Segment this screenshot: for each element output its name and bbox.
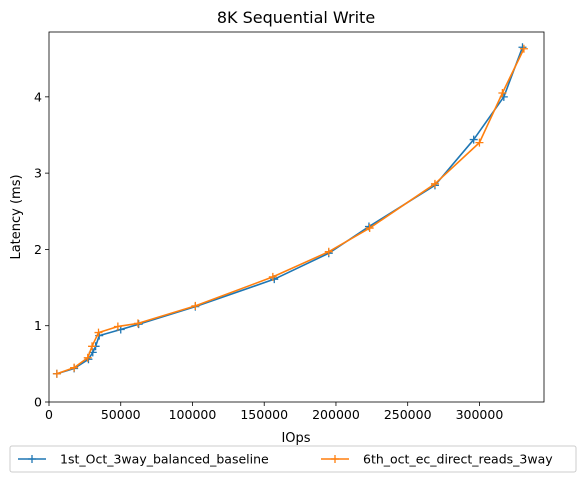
x-axis: 0 50000 100000 150000 200000 250000 300000 bbox=[45, 402, 503, 422]
data-point bbox=[498, 89, 507, 98]
data-point bbox=[94, 328, 103, 337]
x-tick-label: 300000 bbox=[456, 407, 504, 422]
series-2 bbox=[52, 44, 528, 378]
data-point bbox=[133, 319, 142, 328]
data-point bbox=[469, 135, 478, 144]
legend: 1st_Oct_3way_balanced_baseline 6th_oct_ec… bbox=[9, 445, 577, 473]
legend-label: 1st_Oct_3way_balanced_baseline bbox=[60, 452, 269, 467]
y-tick-label: 2 bbox=[34, 242, 42, 257]
data-point bbox=[88, 342, 97, 351]
data-point bbox=[519, 44, 528, 53]
legend-box bbox=[9, 445, 577, 473]
series-line bbox=[56, 46, 524, 375]
x-tick-label: 50000 bbox=[101, 407, 141, 422]
data-point bbox=[268, 272, 277, 281]
y-tick-label: 0 bbox=[34, 395, 42, 410]
legend-label: 6th_oct_ec_direct_reads_3way bbox=[363, 452, 553, 467]
data-point bbox=[113, 322, 122, 331]
data-point bbox=[324, 247, 333, 256]
y-tick-label: 4 bbox=[34, 89, 42, 104]
x-tick-label: 0 bbox=[45, 407, 53, 422]
data-point bbox=[365, 224, 374, 233]
x-tick-label: 250000 bbox=[384, 407, 432, 422]
x-tick-label: 150000 bbox=[240, 407, 288, 422]
legend-marker bbox=[331, 455, 339, 463]
legend-entry: 1st_Oct_3way_balanced_baseline bbox=[18, 452, 269, 467]
legend-marker bbox=[28, 455, 36, 463]
series-layer bbox=[52, 43, 528, 378]
data-point bbox=[70, 363, 79, 372]
y-axis: 0 1 2 3 4 bbox=[34, 89, 49, 410]
legend-entry: 6th_oct_ec_direct_reads_3way bbox=[321, 452, 553, 467]
x-tick-label: 100000 bbox=[169, 407, 217, 422]
data-point bbox=[52, 369, 61, 378]
data-point bbox=[83, 353, 92, 362]
plot-area bbox=[48, 31, 545, 403]
data-point bbox=[430, 179, 439, 188]
data-point bbox=[191, 301, 200, 310]
x-axis-label: IOps bbox=[281, 431, 310, 446]
data-point bbox=[475, 138, 484, 147]
y-axis-label: Latency (ms) bbox=[9, 174, 24, 259]
chart-title: 8K Sequential Write bbox=[217, 8, 375, 27]
y-tick-label: 3 bbox=[34, 166, 42, 181]
y-tick-label: 1 bbox=[34, 318, 42, 333]
x-tick-label: 200000 bbox=[312, 407, 360, 422]
